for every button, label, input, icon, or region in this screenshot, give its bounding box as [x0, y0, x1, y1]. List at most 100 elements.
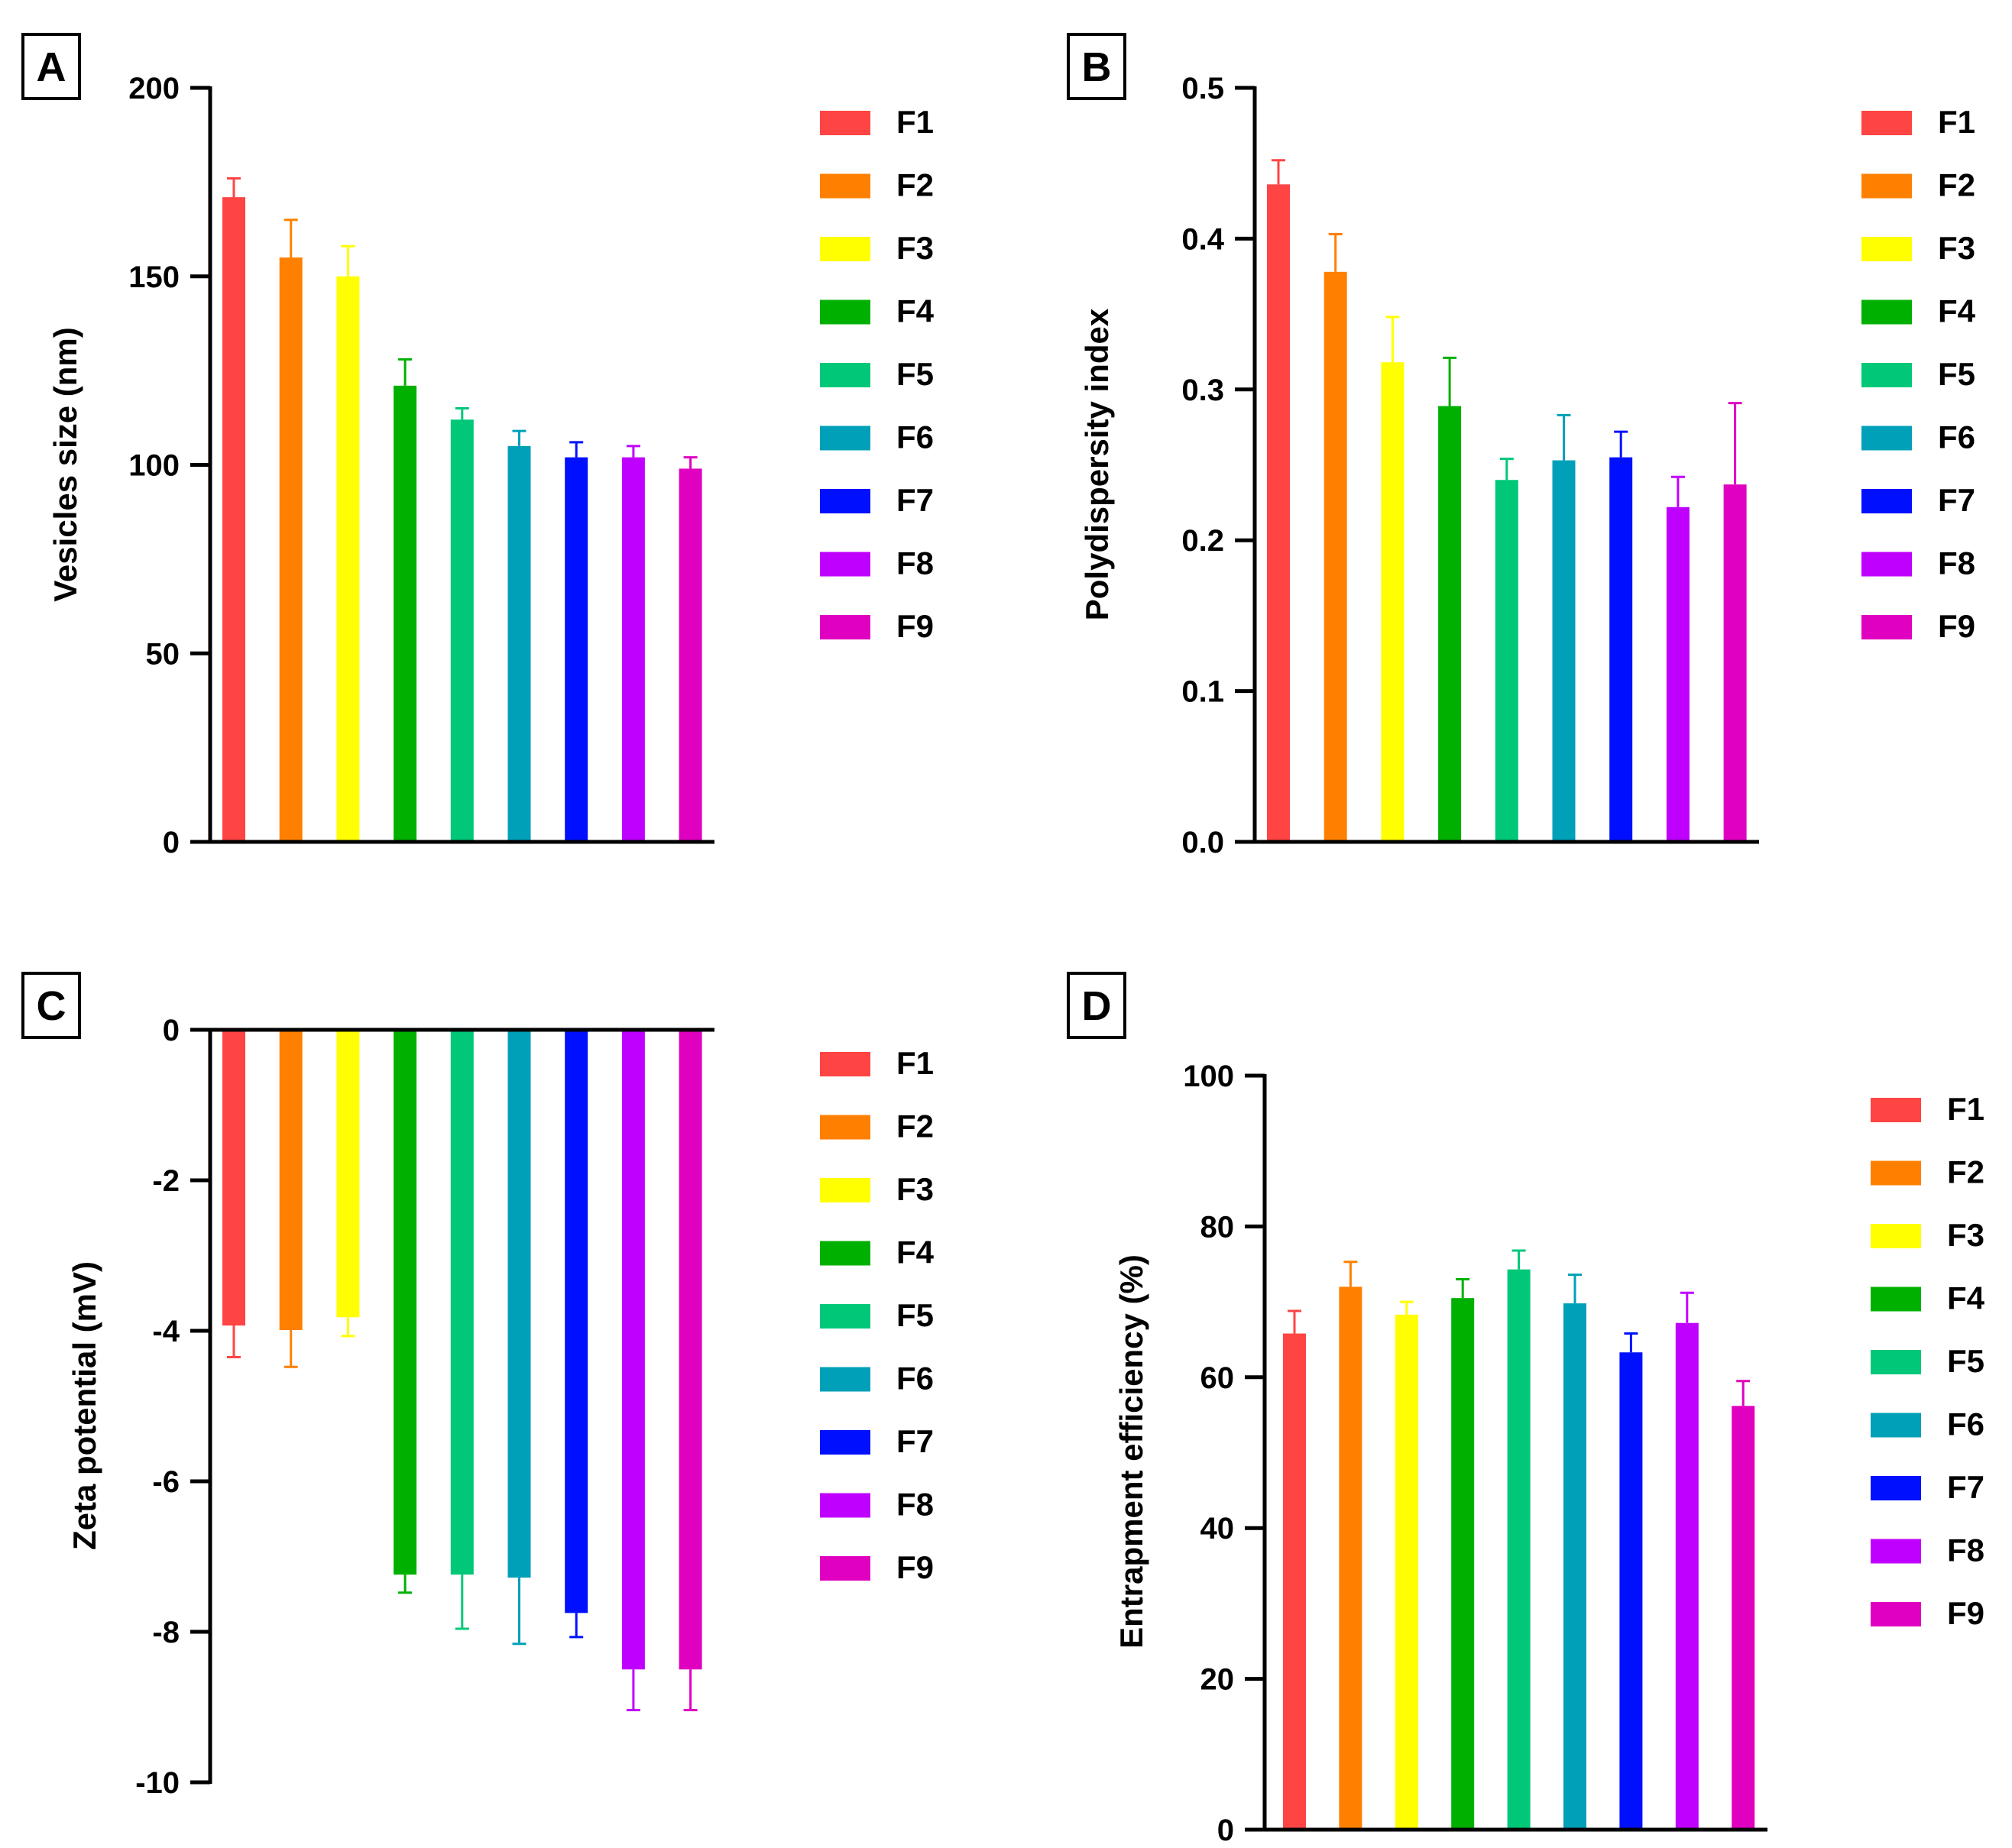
legend-label-f5: F5	[1938, 356, 1975, 392]
legend-swatch-f5	[1861, 363, 1912, 387]
legend-label-f2: F2	[896, 167, 934, 203]
y-tick-label: 0	[163, 1014, 180, 1047]
y-tick-label: -6	[152, 1465, 180, 1499]
bar-f4	[1438, 406, 1462, 842]
panel-label-box	[21, 972, 81, 1039]
bar-f3	[336, 1030, 360, 1318]
legend-swatch-f5	[820, 363, 870, 387]
bar-f8	[1666, 507, 1690, 842]
legend-swatch-f7	[820, 1430, 870, 1455]
legend-label-f2: F2	[896, 1108, 934, 1144]
bar-f9	[1732, 1406, 1755, 1830]
legend-label-f7: F7	[896, 1423, 934, 1459]
legend-label-f5: F5	[896, 1297, 934, 1333]
bar-f3	[336, 276, 360, 842]
bar-f7	[1619, 1352, 1643, 1830]
legend-label-f6: F6	[896, 419, 934, 455]
y-tick-label: -10	[135, 1766, 180, 1800]
bar-f9	[1723, 484, 1747, 842]
y-tick-label: 80	[1200, 1210, 1235, 1244]
bar-f7	[565, 1030, 588, 1613]
legend-swatch-f8	[820, 552, 870, 577]
bar-f8	[1675, 1322, 1699, 1830]
legend-swatch-f4	[1861, 299, 1912, 325]
legend-label-f1: F1	[1938, 104, 1975, 140]
y-tick-label: 100	[1183, 1060, 1234, 1093]
legend-label-f6: F6	[896, 1361, 934, 1397]
bar-f6	[1563, 1303, 1586, 1830]
bar-f5	[1507, 1269, 1531, 1830]
legend-swatch-f8	[820, 1493, 870, 1518]
y-axis-title: Polydispersity index	[1079, 308, 1115, 620]
bar-f7	[1609, 457, 1633, 842]
panel-a: A Vesicles size (nm) 0 50 100 150 200 F1 F2 F3 F4 F…	[21, 33, 935, 859]
legend-label-f5: F5	[896, 356, 934, 392]
bar-f5	[450, 419, 474, 842]
legend-swatch-f5	[820, 1304, 870, 1329]
legend-swatch-f5	[1871, 1350, 1921, 1374]
legend-swatch-f4	[820, 299, 870, 325]
panel-d: D Entrapment efficiency (%) 0 20 40 60 80 100 F1…	[1067, 972, 1985, 1847]
bar-f2	[1339, 1286, 1362, 1830]
bar-f2	[1324, 271, 1347, 842]
legend-swatch-f8	[1871, 1539, 1921, 1564]
bar-f1	[1283, 1333, 1306, 1830]
bar-f8	[621, 457, 645, 842]
legend-swatch-f2	[820, 173, 870, 199]
panel-label-box	[1067, 33, 1126, 100]
bar-f2	[279, 1030, 303, 1331]
y-tick-label: -8	[152, 1616, 180, 1649]
bar-f4	[394, 1030, 417, 1575]
legend-swatch-f6	[820, 426, 870, 451]
bar-f2	[279, 257, 303, 842]
bar-f5	[1495, 480, 1518, 842]
legend-label-f6: F6	[1947, 1406, 1984, 1442]
legend-swatch-f6	[1871, 1413, 1921, 1438]
y-tick-label: 0.4	[1181, 222, 1224, 256]
legend-label-f7: F7	[1938, 482, 1975, 518]
legend-label-f8: F8	[1947, 1532, 1984, 1568]
legend-swatch-f6	[1861, 426, 1912, 451]
y-tick-label: 200	[128, 72, 180, 105]
bar-f3	[1381, 362, 1405, 842]
bar-f7	[565, 457, 588, 842]
legend-label-f1: F1	[896, 104, 934, 140]
y-tick-label: 40	[1200, 1512, 1235, 1545]
y-tick-label: -2	[152, 1164, 180, 1198]
panel-label-box	[21, 33, 81, 100]
y-tick-label: 0.0	[1181, 826, 1224, 859]
legend-label-f7: F7	[896, 482, 934, 518]
legend-swatch-f7	[1871, 1476, 1921, 1500]
legend-swatch-f7	[820, 489, 870, 513]
legend-label-f4: F4	[896, 1235, 935, 1270]
legend-label-f5: F5	[1947, 1343, 1984, 1379]
legend-label-f1: F1	[896, 1045, 934, 1081]
bar-f1	[222, 1030, 245, 1326]
legend-swatch-f8	[1861, 552, 1912, 577]
legend-swatch-f2	[1861, 173, 1912, 199]
y-tick-label: 60	[1200, 1361, 1235, 1395]
y-tick-label: 0.5	[1181, 72, 1224, 105]
panel-c: C Zeta potential (mV) 0 -2 -4 -6 -8 -10 F1 F2 F3 F4…	[21, 972, 935, 1800]
bar-f4	[394, 385, 417, 842]
legend-label-f6: F6	[1938, 419, 1975, 455]
legend-swatch-f4	[820, 1241, 870, 1266]
y-tick-label: 50	[146, 637, 180, 671]
legend-label-f4: F4	[1938, 293, 1976, 329]
panel-b: B Polydispersity index 0.0 0.1 0.2 0.3 0.4 0.5 F…	[1067, 33, 1976, 859]
panel-label: D	[1082, 983, 1112, 1029]
bar-f8	[621, 1030, 645, 1670]
legend-swatch-f6	[820, 1367, 870, 1392]
y-tick-label: 20	[1200, 1663, 1235, 1697]
legend-swatch-f1	[820, 111, 870, 135]
legend-label-f9: F9	[1938, 608, 1975, 644]
legend-label-f2: F2	[1947, 1154, 1984, 1190]
legend-label-f2: F2	[1938, 167, 1975, 203]
legend-swatch-f3	[820, 1178, 870, 1202]
panel-label: B	[1082, 44, 1112, 90]
legend-swatch-f2	[1871, 1160, 1921, 1186]
y-tick-label: 0	[163, 826, 180, 859]
panel-label-box	[1067, 972, 1126, 1039]
legend-label-f8: F8	[1938, 545, 1975, 581]
